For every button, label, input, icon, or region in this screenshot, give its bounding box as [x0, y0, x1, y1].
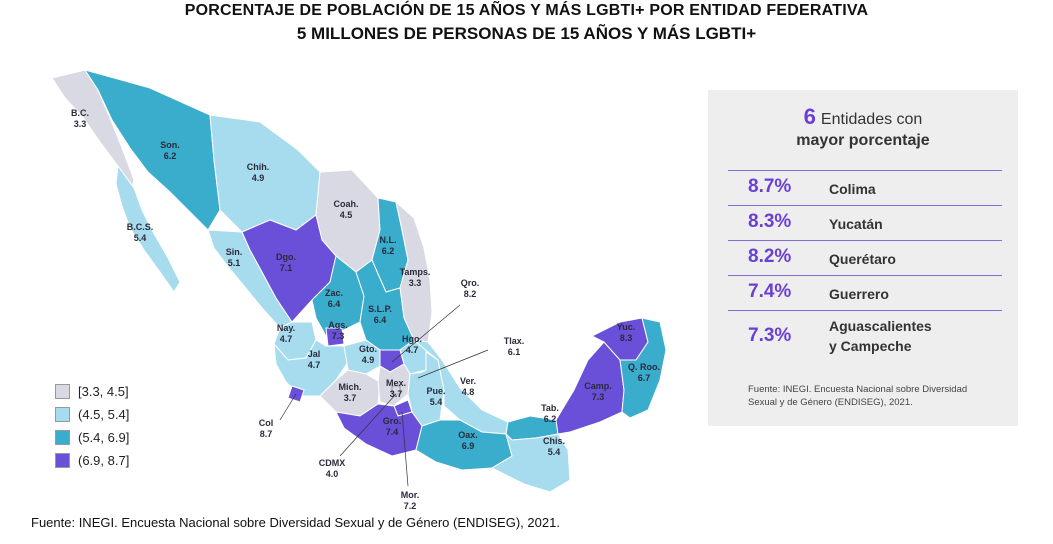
label-pue: Pue. 5.4: [426, 386, 445, 407]
label-col: Col 8.7: [259, 418, 274, 439]
rank-name: Colima: [829, 181, 876, 197]
state-chis: [490, 432, 571, 493]
label-tab: Tab. 6.2: [541, 403, 559, 424]
footer-source: Fuente: INEGI. Encuesta Nacional sobre D…: [31, 515, 560, 530]
state-ags: [325, 327, 345, 347]
rank-name: Guerrero: [829, 286, 889, 302]
state-cdmx: [391, 385, 401, 395]
label-tlax: Tlax. 6.1: [504, 336, 525, 357]
legend-label: (4.5, 5.4]: [78, 407, 130, 422]
label-bcs: B.C.S. 5.4: [127, 222, 154, 243]
legend-item: (6.9, 8.7]: [55, 449, 129, 472]
rank-name: Yucatán: [829, 216, 883, 232]
state-son: [83, 69, 221, 231]
rank-name-line2: y Campeche: [829, 338, 912, 354]
label-coah: Coah. 4.5: [333, 199, 358, 220]
state-gro: [335, 403, 423, 457]
panel-source: Fuente: INEGI. Encuesta Nacional sobre D…: [748, 383, 1008, 409]
panel-source-line2: Sexual y de Género (ENDISEG), 2021.: [748, 397, 913, 408]
map-legend: [3.3, 4.5] (4.5, 5.4] (5.4, 6.9] (6.9, 8…: [55, 380, 129, 472]
label-yuc: Yuc. 8.3: [617, 322, 636, 343]
label-mex: Mex. 3.7: [386, 378, 406, 399]
label-gro: Gro. 7.4: [383, 416, 402, 437]
label-nl: N.L. 6.2: [380, 235, 397, 256]
label-oax: Oax. 6.9: [458, 430, 478, 451]
rank-name: Querétaro: [829, 251, 896, 267]
label-slp: S.L.P. 6.4: [368, 304, 392, 325]
label-camp: Camp. 7.3: [584, 381, 612, 402]
legend-item: (4.5, 5.4]: [55, 403, 129, 426]
label-jal: Jal 4.7: [308, 349, 321, 370]
legend-label: (6.9, 8.7]: [78, 453, 130, 468]
label-son: Son. 6.2: [160, 140, 180, 161]
state-bcs: [115, 164, 181, 293]
legend-item: (5.4, 6.9]: [55, 426, 129, 449]
legend-label: [3.3, 4.5]: [78, 384, 129, 399]
label-nay: Nay. 4.7: [277, 323, 295, 344]
rank-pct: 8.7%: [748, 176, 792, 197]
label-qro: Qro. 8.2: [461, 278, 480, 299]
panel-source-line1: Fuente: INEGI. Encuesta Nacional sobre D…: [748, 384, 968, 395]
label-zac: Zac. 6.4: [325, 288, 343, 309]
state-chih: [209, 114, 321, 233]
label-gto: Gto. 4.9: [359, 344, 377, 365]
rank-row: 8.7% Colima: [728, 170, 1002, 197]
legend-swatch: [55, 407, 70, 422]
label-sin: Sin. 5.1: [226, 247, 243, 268]
legend-item: [3.3, 4.5]: [55, 380, 129, 403]
label-ags: Ags. 7.3: [328, 320, 348, 341]
rank-pct: 7.4%: [748, 281, 792, 302]
label-cdmx: CDMX 4.0: [319, 458, 346, 479]
legend-label: (5.4, 6.9]: [78, 430, 130, 445]
rank-pct: 7.3%: [748, 325, 792, 346]
label-qroo: Q. Roo. 6.7: [628, 362, 660, 383]
panel-heading-text: Entidades con: [820, 111, 923, 128]
leader-lines: [279, 304, 489, 487]
rank-row: 7.3% Aguascalientes y Campeche: [728, 310, 1002, 359]
panel-heading: 6 Entidades con: [708, 104, 1018, 130]
rank-name-line1: Aguascalientes: [829, 318, 932, 334]
label-bc: B.C. 3.3: [71, 108, 89, 129]
mexico-map: B.C. 3.3 Son. 6.2 Chih. 4.9 Coah. 4.5 B.C.S.…: [51, 69, 667, 511]
label-dgo: Dgo. 7.1: [276, 252, 296, 273]
title-line1: PORCENTAJE DE POBLACIÓN DE 15 AÑOS Y MÁS…: [184, 2, 869, 19]
rank-row: 8.2% Querétaro: [728, 240, 1002, 267]
label-ver: Ver. 4.8: [460, 376, 476, 397]
state-qroo: [619, 317, 667, 419]
label-mich: Mich. 3.7: [338, 382, 361, 403]
label-hgo: Hgo. 4.7: [402, 334, 422, 355]
title-line2: 5 MILLONES DE PERSONAS DE 15 AÑOS Y MÁS …: [296, 24, 757, 43]
rank-pct: 8.2%: [748, 246, 792, 267]
rank-row: 7.4% Guerrero: [728, 275, 1002, 302]
legend-swatch: [55, 430, 70, 445]
top-states-panel: 6 Entidades con mayor porcentaje 8.7% Col…: [708, 90, 1018, 426]
panel-count: 6: [803, 104, 816, 129]
label-chih: Chih. 4.9: [247, 162, 270, 183]
rank-pct: 8.3%: [748, 211, 792, 232]
state-labels: B.C. 3.3 Son. 6.2 Chih. 4.9 Coah. 4.5 B.C.S.…: [71, 108, 660, 511]
panel-subheading: mayor porcentaje: [796, 132, 930, 149]
legend-swatch: [55, 384, 70, 399]
label-chis: Chis. 5.4: [543, 436, 565, 457]
label-mor: Mor. 7.2: [401, 490, 420, 511]
legend-swatch: [55, 453, 70, 468]
label-tamps: Tamps. 3.3: [400, 267, 431, 288]
rank-row: 8.3% Yucatán: [728, 205, 1002, 232]
rank-name: Aguascalientes y Campeche: [829, 316, 932, 356]
